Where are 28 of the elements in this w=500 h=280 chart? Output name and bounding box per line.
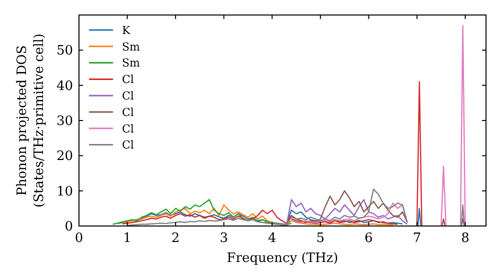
legend-label: Cl <box>122 73 134 86</box>
legend-label: Cl <box>122 106 134 119</box>
y-axis-title: Phonon projected DOS (States/THz·primitive cell) <box>15 33 47 208</box>
legend-label: K <box>122 24 131 37</box>
legend-label: Cl <box>122 138 134 152</box>
legend-label: Sm <box>122 40 141 54</box>
x-tick-label: 6 <box>364 231 373 246</box>
y-tick-label: 0 <box>64 220 73 235</box>
x-tick-label: 3 <box>220 231 228 246</box>
x-tick-label: 0 <box>74 231 84 246</box>
line-series <box>122 204 394 226</box>
y-tick-label: 50 <box>56 44 73 59</box>
line-series <box>112 199 292 226</box>
legend-label: Cl <box>122 89 134 102</box>
y-tick-label: 40 <box>56 78 73 94</box>
line-series <box>286 199 408 226</box>
x-tick-label: 2 <box>171 231 180 246</box>
y-tick-label: 10 <box>56 184 73 200</box>
x-tick-label: 7 <box>412 231 422 246</box>
legend-label: Cl <box>122 122 134 136</box>
legend-label: Sm <box>122 56 141 70</box>
y-tick-label: 30 <box>56 114 73 130</box>
x-tick-label: 4 <box>268 231 276 246</box>
x-tick-label: 5 <box>316 231 325 246</box>
y-tick-label: 20 <box>56 149 73 164</box>
x-tick-label: 8 <box>461 231 470 246</box>
x-tick-label: 1 <box>123 231 132 246</box>
x-axis-title: Frequency (THz) <box>226 251 338 266</box>
